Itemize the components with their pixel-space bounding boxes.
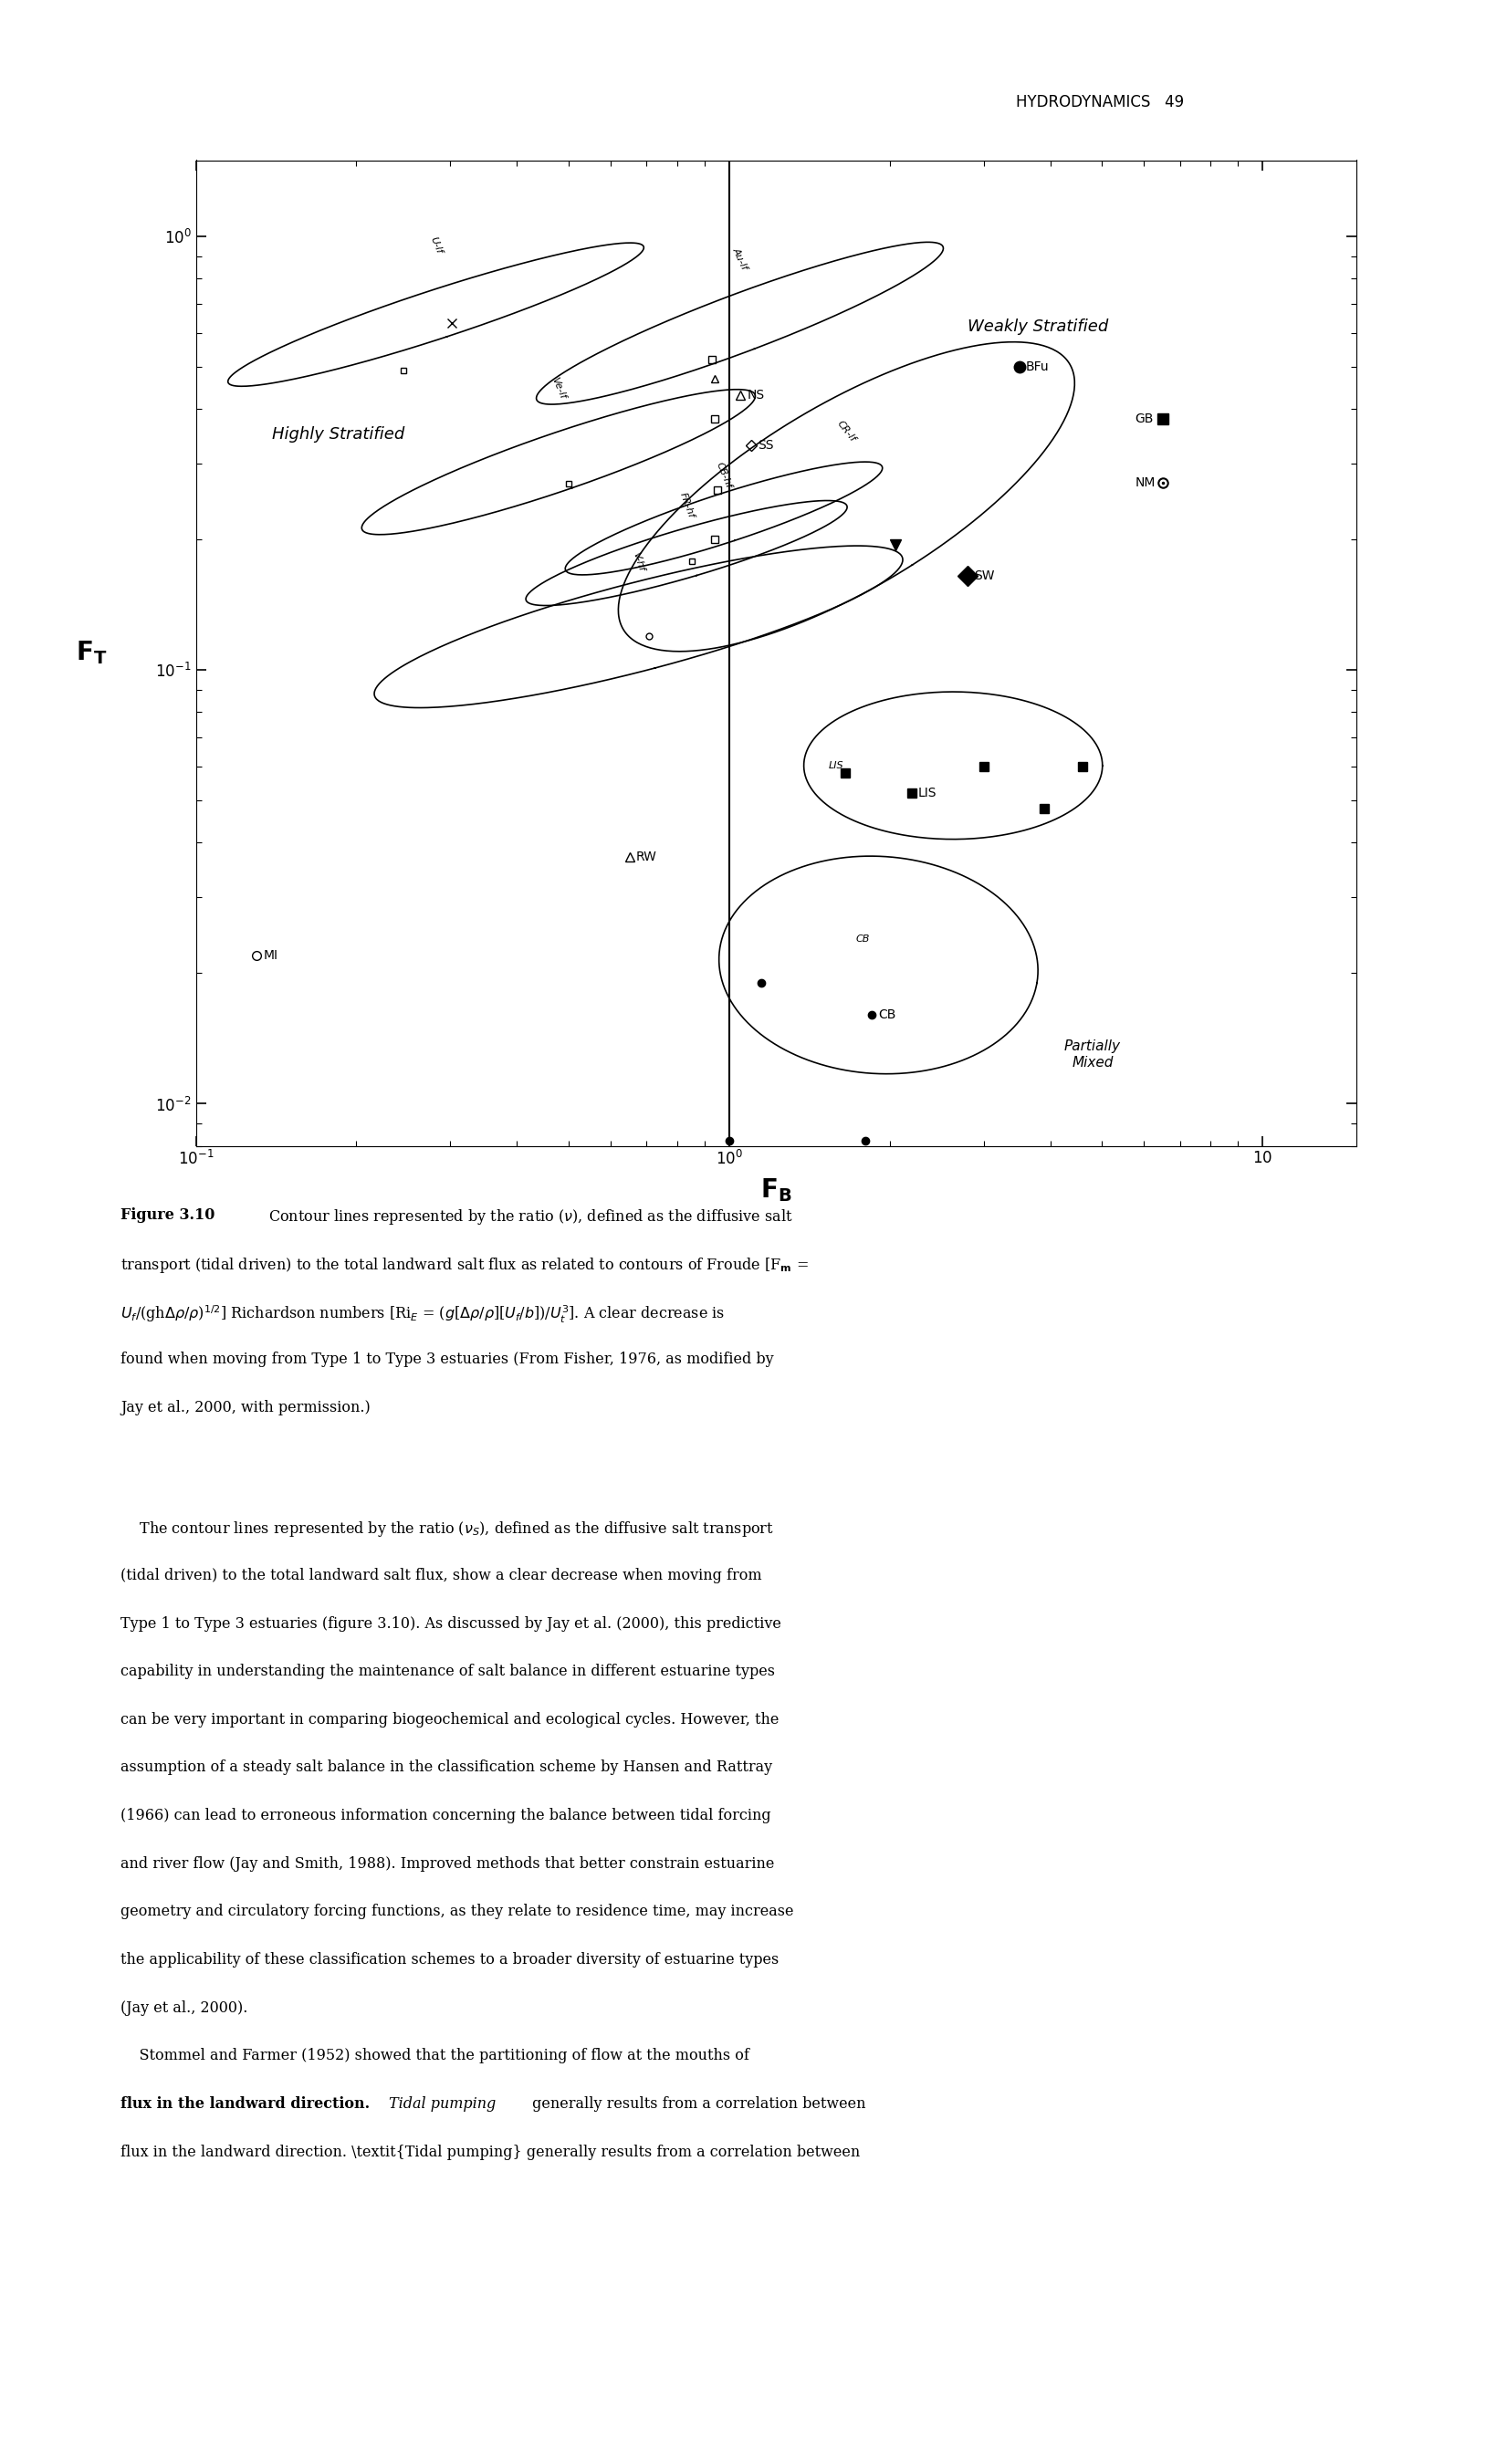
Text: flux in the landward direction. \textit{Tidal pumping} generally results from a : flux in the landward direction. \textit{… [121, 2144, 860, 2161]
Text: Weakly Stratified: Weakly Stratified [967, 318, 1109, 335]
Text: GB: GB [1135, 411, 1153, 426]
Text: LIS: LIS [918, 786, 937, 801]
Text: Tidal pumping: Tidal pumping [389, 2097, 496, 2112]
Text: CR-lf: CR-lf [835, 419, 857, 444]
Text: Partially
Mixed: Partially Mixed [1064, 1040, 1121, 1069]
Text: Contour lines represented by the ratio ($\nu$), defined as the diffusive salt: Contour lines represented by the ratio (… [268, 1207, 793, 1227]
Text: CB-hf: CB-hf [714, 461, 734, 490]
Text: the applicability of these classification schemes to a broader diversity of estu: the applicability of these classificatio… [121, 1951, 779, 1969]
Text: LIS: LIS [829, 761, 844, 771]
Text: (Jay et al., 2000).: (Jay et al., 2000). [121, 2001, 247, 2016]
Text: $U_f$/(gh$\Delta\rho/\rho$)$^{1/2}$] Richardson numbers [Ri$_E$ = ($g$[$\Delta\r: $U_f$/(gh$\Delta\rho/\rho$)$^{1/2}$] Ric… [121, 1303, 725, 1326]
Text: found when moving from Type 1 to Type 3 estuaries (From Fisher, 1976, as modifie: found when moving from Type 1 to Type 3 … [121, 1350, 773, 1368]
Text: can be very important in comparing biogeochemical and ecological cycles. However: can be very important in comparing bioge… [121, 1712, 779, 1727]
Text: capability in understanding the maintenance of salt balance in different estuari: capability in understanding the maintena… [121, 1663, 775, 1680]
Text: FR-hf: FR-hf [678, 490, 695, 520]
Text: RW: RW [636, 850, 657, 865]
Text: flux in the landward direction.: flux in the landward direction. [121, 2097, 375, 2112]
Text: Jay et al., 2000, with permission.): Jay et al., 2000, with permission.) [121, 1400, 371, 1414]
Text: The contour lines represented by the ratio ($\nu_S$), defined as the diffusive s: The contour lines represented by the rat… [121, 1520, 775, 1540]
Text: generally results from a correlation between: generally results from a correlation bet… [527, 2097, 865, 2112]
Text: CB: CB [879, 1008, 895, 1023]
X-axis label: $\mathbf{F_B}$: $\mathbf{F_B}$ [761, 1175, 791, 1202]
Text: U-lf: U-lf [428, 237, 443, 254]
Text: Ve-lf: Ve-lf [550, 377, 567, 402]
Text: transport (tidal driven) to the total landward salt flux as related to contours : transport (tidal driven) to the total la… [121, 1257, 809, 1274]
Text: NS: NS [747, 389, 764, 402]
Text: (tidal driven) to the total landward salt flux, show a clear decrease when movin: (tidal driven) to the total landward sal… [121, 1567, 763, 1584]
Text: Type 1 to Type 3 estuaries (figure 3.10). As discussed by Jay et al. (2000), thi: Type 1 to Type 3 estuaries (figure 3.10)… [121, 1616, 781, 1631]
Text: BFu: BFu [1026, 360, 1049, 375]
Text: geometry and circulatory forcing functions, as they relate to residence time, ma: geometry and circulatory forcing functio… [121, 1905, 794, 1919]
Text: Highly Stratified: Highly Stratified [273, 426, 405, 444]
Text: assumption of a steady salt balance in the classification scheme by Hansen and R: assumption of a steady salt balance in t… [121, 1759, 773, 1777]
Text: and river flow (Jay and Smith, 1988). Improved methods that better constrain est: and river flow (Jay and Smith, 1988). Im… [121, 1855, 775, 1873]
Text: Figure 3.10: Figure 3.10 [121, 1207, 216, 1222]
Text: SS: SS [758, 439, 773, 451]
Text: V-hf: V-hf [631, 552, 647, 572]
Text: HYDRODYNAMICS   49: HYDRODYNAMICS 49 [1016, 94, 1185, 111]
Text: SW: SW [974, 569, 995, 582]
Text: MI: MI [264, 949, 277, 961]
Text: $\mathbf{F_T}$: $\mathbf{F_T}$ [75, 638, 107, 668]
Text: Stommel and Farmer (1952) showed that the partitioning of flow at the mouths of: Stommel and Farmer (1952) showed that th… [121, 2048, 749, 2065]
Text: NM: NM [1135, 476, 1156, 490]
Text: (1966) can lead to erroneous information concerning the balance between tidal fo: (1966) can lead to erroneous information… [121, 1809, 772, 1823]
Text: Au-lf: Au-lf [731, 246, 749, 271]
Text: CB: CB [856, 934, 870, 944]
